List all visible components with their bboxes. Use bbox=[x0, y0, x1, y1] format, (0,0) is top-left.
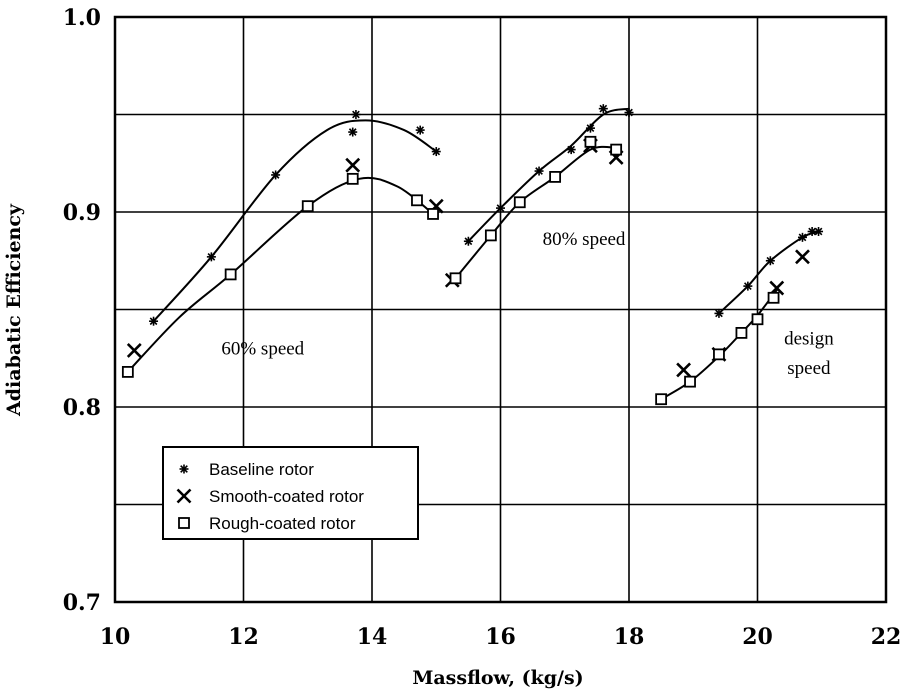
x-tick-label: 16 bbox=[485, 624, 516, 650]
legend-label-rough: Rough-coated rotor bbox=[209, 514, 356, 533]
data-point-series-0 bbox=[206, 252, 216, 262]
data-point-series-2 bbox=[767, 291, 780, 304]
data-point-series-2 bbox=[655, 393, 668, 406]
curve-series-2 bbox=[660, 289, 778, 401]
data-point-series-1 bbox=[795, 249, 810, 265]
data-point-series-0 bbox=[814, 227, 824, 236]
grid-lines bbox=[114, 17, 887, 602]
data-point-series-2 bbox=[427, 208, 439, 220]
legend-marker-series-2 bbox=[178, 517, 190, 529]
y-tick-label: 0.8 bbox=[63, 395, 101, 421]
data-point-series-0 bbox=[149, 316, 159, 326]
data-point-series-0 bbox=[463, 236, 473, 246]
speed-annotations: 60% speed 80% speed design speed bbox=[221, 229, 834, 379]
legend-label-smooth: Smooth-coated rotor bbox=[209, 487, 364, 506]
legend-label-baseline: Baseline rotor bbox=[209, 460, 314, 479]
curve-series-2 bbox=[127, 176, 434, 373]
data-point-series-0 bbox=[351, 110, 361, 119]
data-point-series-0 bbox=[566, 145, 576, 155]
y-axis-title: Adiabatic Efficiency bbox=[3, 203, 25, 417]
tick-labels: 10 12 14 16 18 20 22 0.7 0.8 0.9 1.0 bbox=[63, 5, 902, 650]
x-tick-label: 22 bbox=[871, 624, 902, 650]
data-point-series-2 bbox=[224, 268, 237, 281]
data-point-series-2 bbox=[301, 200, 314, 213]
data-point-series-0 bbox=[534, 166, 544, 176]
data-point-series-2 bbox=[121, 365, 134, 378]
data-point-series-0 bbox=[585, 123, 595, 133]
data-point-series-2 bbox=[584, 135, 597, 148]
legend-marker-series-1 bbox=[176, 488, 192, 504]
x-tick-label: 14 bbox=[357, 624, 388, 650]
data-point-series-1 bbox=[345, 157, 361, 173]
data-point-series-2 bbox=[713, 348, 725, 361]
data-point-series-1 bbox=[676, 362, 692, 378]
legend: Baseline rotor Smooth-coated rotor Rough… bbox=[162, 446, 419, 540]
legend-markers bbox=[176, 464, 192, 529]
data-point-series-0 bbox=[348, 127, 358, 137]
data-point-series-2 bbox=[549, 170, 562, 183]
data-point-series-0 bbox=[765, 256, 775, 266]
data-point-series-2 bbox=[449, 272, 462, 285]
data-point-series-0 bbox=[598, 104, 608, 114]
annotation-label: 60% speed bbox=[221, 338, 304, 359]
data-point-series-1 bbox=[126, 343, 142, 358]
data-point-series-0 bbox=[714, 308, 724, 318]
data-point-series-2 bbox=[610, 143, 623, 156]
data-point-series-0 bbox=[431, 147, 441, 157]
data-markers bbox=[121, 104, 824, 406]
annotation-label: design bbox=[784, 329, 834, 350]
legend-marker-series-0 bbox=[179, 464, 189, 474]
y-tick-label: 0.9 bbox=[63, 200, 101, 226]
data-point-series-0 bbox=[496, 203, 505, 213]
x-tick-label: 20 bbox=[742, 624, 773, 650]
x-tick-label: 10 bbox=[100, 624, 131, 650]
data-point-series-2 bbox=[684, 375, 696, 388]
data-point-series-2 bbox=[411, 194, 423, 207]
data-point-series-0 bbox=[271, 170, 281, 180]
data-point-series-2 bbox=[513, 196, 526, 209]
data-point-series-0 bbox=[624, 108, 634, 118]
data-point-series-2 bbox=[484, 229, 497, 242]
annotation-label: 80% speed bbox=[543, 229, 626, 250]
annotation-label: speed bbox=[787, 358, 831, 379]
data-point-series-2 bbox=[751, 313, 764, 326]
x-tick-label: 18 bbox=[614, 624, 645, 650]
plot-frame bbox=[113, 15, 888, 604]
x-tick-label: 12 bbox=[228, 624, 259, 650]
data-point-series-2 bbox=[735, 326, 748, 339]
curve-series-0 bbox=[467, 107, 630, 242]
x-axis-title: Massflow, (kg/s) bbox=[412, 667, 583, 689]
data-point-series-0 bbox=[797, 232, 807, 242]
legend-box bbox=[162, 446, 419, 540]
data-point-series-2 bbox=[346, 172, 359, 185]
curve-series-0 bbox=[152, 119, 437, 322]
y-tick-label: 1.0 bbox=[63, 5, 101, 31]
y-tick-label: 0.7 bbox=[63, 590, 101, 616]
data-point-series-0 bbox=[415, 125, 425, 135]
data-point-series-0 bbox=[743, 281, 753, 291]
